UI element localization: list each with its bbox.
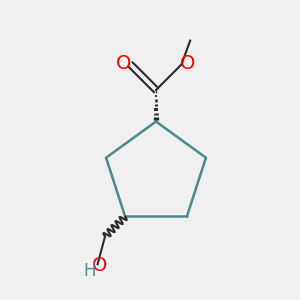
Text: O: O bbox=[116, 53, 132, 73]
Text: O: O bbox=[180, 53, 196, 73]
Text: O: O bbox=[92, 256, 107, 275]
Text: H: H bbox=[84, 262, 96, 280]
